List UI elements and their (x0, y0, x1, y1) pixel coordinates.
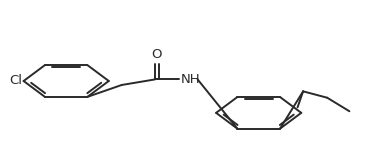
Text: NH: NH (181, 73, 201, 86)
Text: Cl: Cl (9, 75, 22, 87)
Text: O: O (152, 48, 162, 61)
